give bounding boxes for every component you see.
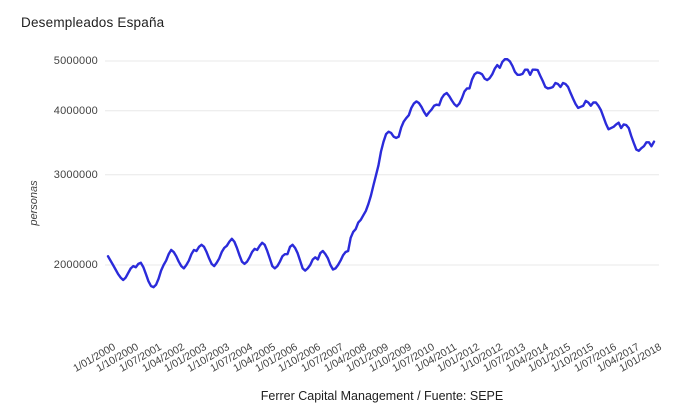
source-note: Ferrer Capital Management / Fuente: SEPE [260, 389, 504, 403]
y-axis-tick-label: 5000000 [53, 55, 98, 68]
chart-title: Desempleados España [21, 15, 165, 30]
y-axis-tick-label: 3000000 [53, 168, 98, 181]
y-axis-tick-label: 2000000 [53, 259, 98, 271]
y-axis-tick-label: 4000000 [53, 104, 98, 117]
unemployment-line-series [106, 58, 656, 289]
